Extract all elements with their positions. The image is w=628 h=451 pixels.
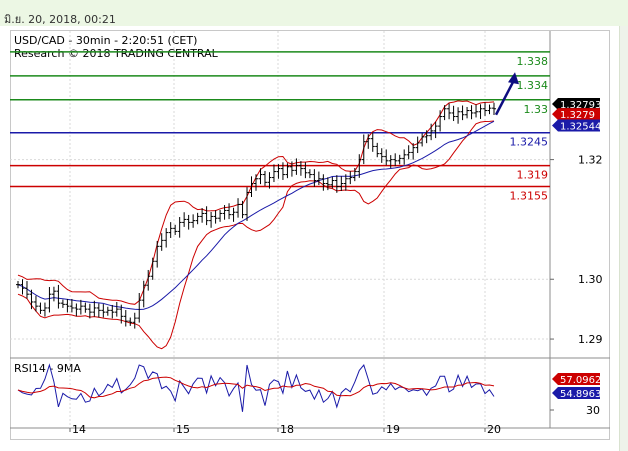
price-tag-label-pivot: 1.32544 <box>560 122 601 133</box>
price-tag-label-price: 1.32793 <box>560 100 601 111</box>
top-bar: มิ.ย. 20, 2018, 00:21 <box>0 0 628 26</box>
y-tick-label: 1.32 <box>578 154 603 167</box>
level-label-resistance: 1.33 <box>524 103 549 116</box>
price-tag-support <box>552 108 600 121</box>
level-label-support: 1.319 <box>517 169 549 182</box>
level-label-pivot: 1.3245 <box>510 136 549 149</box>
chart-frame <box>10 30 610 440</box>
bollinger-lower <box>17 120 495 350</box>
moving-average <box>17 120 495 311</box>
forecast-arrow-head <box>508 72 519 85</box>
level-label-resistance: 1.334 <box>517 79 549 92</box>
chart-source: Research © 2018 TRADING CENTRAL <box>14 47 218 60</box>
x-tick-label: 20 <box>487 423 501 436</box>
header-datetime: มิ.ย. 20, 2018, 00:21 <box>4 13 116 26</box>
bollinger-upper <box>17 100 495 305</box>
forecast-arrow-shaft <box>494 77 517 116</box>
chart-title: USD/CAD - 30min - 2:20:51 (CET) <box>14 34 198 47</box>
x-tick-label: 15 <box>176 423 190 436</box>
y-tick-label: 1.30 <box>578 273 603 286</box>
price-bars <box>16 102 496 329</box>
price-tag-pivot <box>552 119 600 132</box>
rsi-line <box>17 363 495 412</box>
level-label-support: 1.3155 <box>510 190 549 203</box>
x-tick-label: 14 <box>72 423 86 436</box>
rsi-tick-label: 30 <box>586 404 600 417</box>
x-tick-label: 19 <box>386 423 400 436</box>
y-tick-label: 1.29 <box>578 333 603 346</box>
price-tag-label-support: 1.3279 <box>560 110 595 121</box>
rsi-ma-tag <box>552 373 600 385</box>
rsi-value-tag <box>552 387 600 399</box>
level-label-resistance: 1.338 <box>517 55 549 68</box>
rsi-value-tag-label: 54.8963 <box>560 389 601 400</box>
price-tag-price <box>552 97 600 110</box>
rsi-ma-line <box>17 376 495 399</box>
right-scrollbar[interactable] <box>619 26 628 451</box>
rsi-ma-tag-label: 57.0962 <box>560 375 601 386</box>
x-tick-label: 18 <box>280 423 294 436</box>
rsi-title: RSI14 - 9MA <box>14 362 81 375</box>
